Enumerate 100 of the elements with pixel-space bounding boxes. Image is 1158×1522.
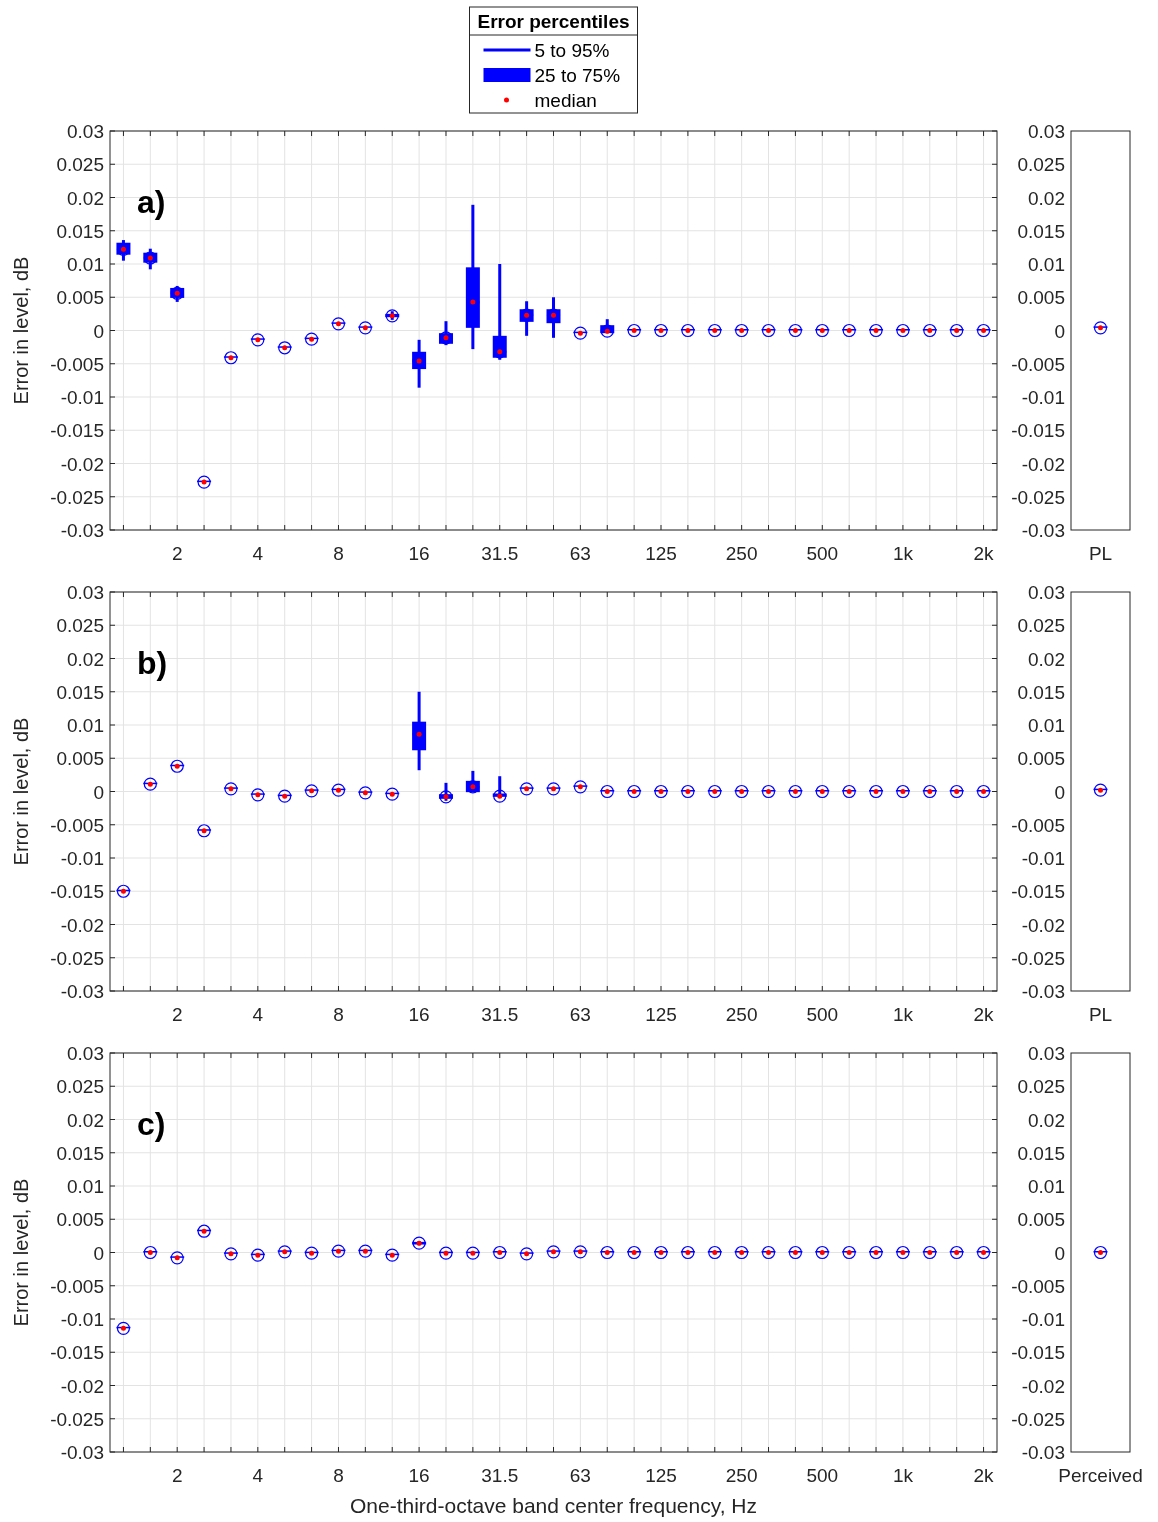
y-tick-label: -0.015 xyxy=(50,1342,104,1364)
y-tick-label: 0.025 xyxy=(1017,1076,1065,1098)
x-tick-label: 1k xyxy=(892,1465,914,1486)
y-tick-label: 0.03 xyxy=(67,1043,104,1064)
y-tick-label: -0.025 xyxy=(50,947,104,969)
x-tick-label: 8 xyxy=(333,1004,344,1025)
y-tick-label: -0.03 xyxy=(1021,1442,1065,1463)
y-tick-label: -0.02 xyxy=(60,453,104,475)
y-tick-label: -0.02 xyxy=(60,1375,104,1397)
y-tick-label: 0.03 xyxy=(1028,121,1065,142)
x-tick-label: 250 xyxy=(725,1465,758,1486)
x-tick-label: Perceived xyxy=(1058,1465,1143,1486)
y-tick-label: 0.01 xyxy=(67,254,104,275)
y-tick-label: 0.015 xyxy=(56,681,104,703)
y-tick-label: -0.02 xyxy=(60,914,104,936)
y-tick-label: -0.01 xyxy=(60,848,104,869)
y-tick-label: -0.025 xyxy=(1011,486,1065,508)
x-tick-label: 31.5 xyxy=(481,1004,519,1025)
x-tick-label: 250 xyxy=(725,1004,758,1025)
y-tick-label: -0.015 xyxy=(1011,420,1065,442)
y-tick-label: -0.005 xyxy=(1011,1275,1065,1297)
x-tick-label: 125 xyxy=(645,543,677,564)
y-tick-label: 0.03 xyxy=(1028,1043,1065,1064)
x-tick-label: 125 xyxy=(645,1004,677,1025)
y-tick-label: -0.015 xyxy=(50,881,104,903)
y-tick-label: 0.015 xyxy=(1017,681,1065,703)
y-tick-label: -0.01 xyxy=(1021,848,1065,869)
y-axis-title: Error in level, dB xyxy=(10,1178,32,1327)
y-tick-label: -0.02 xyxy=(1021,1375,1065,1397)
x-tick-label: 125 xyxy=(645,1465,677,1486)
y-tick-label: 0.03 xyxy=(1028,582,1065,603)
y-tick-label: -0.025 xyxy=(50,1408,104,1430)
y-tick-label: 0.015 xyxy=(56,1142,104,1164)
y-tick-label: 0 xyxy=(1054,320,1065,342)
y-tick-label: -0.025 xyxy=(1011,1408,1065,1430)
text: 5 to 95% xyxy=(534,40,610,61)
x-tick-label: 4 xyxy=(252,543,264,564)
legend-title: Error percentiles xyxy=(477,11,630,32)
y-tick-label: -0.03 xyxy=(1021,981,1065,1002)
y-tick-label: -0.015 xyxy=(50,420,104,442)
x-tick-label: 4 xyxy=(252,1465,264,1486)
x-tick-label: 63 xyxy=(569,1465,591,1486)
y-tick-label: 0.02 xyxy=(1028,1109,1065,1131)
text: 25 to 75% xyxy=(534,65,621,86)
y-tick-label: -0.015 xyxy=(1011,1342,1065,1364)
y-tick-label: -0.01 xyxy=(1021,387,1065,408)
x-tick-label: 63 xyxy=(569,543,591,564)
y-tick-label: 0.01 xyxy=(1028,254,1065,275)
x-tick-label: 8 xyxy=(333,1465,344,1486)
y-tick-label: -0.015 xyxy=(1011,881,1065,903)
y-tick-label: 0.02 xyxy=(67,648,104,670)
y-tick-label: -0.01 xyxy=(1021,1309,1065,1330)
y-tick-label: -0.025 xyxy=(50,486,104,508)
x-tick-label: 500 xyxy=(806,1465,839,1486)
y-tick-label: 0.03 xyxy=(67,582,104,603)
y-tick-label: 0.01 xyxy=(67,1176,104,1197)
x-tick-label: 16 xyxy=(408,543,430,564)
y-tick-label: 0.005 xyxy=(56,748,104,770)
x-tick-label: 4 xyxy=(252,1004,264,1025)
y-tick-label: -0.025 xyxy=(1011,947,1065,969)
text: a) xyxy=(137,184,166,220)
x-tick-label: 2 xyxy=(171,543,183,564)
y-tick-label: 0.03 xyxy=(67,121,104,142)
x-tick-label: 1k xyxy=(892,1004,914,1025)
y-tick-label: 0.015 xyxy=(1017,1142,1065,1164)
y-tick-label: 0.005 xyxy=(1017,287,1065,309)
text: median xyxy=(534,90,597,111)
x-tick-label: PL xyxy=(1088,543,1113,564)
x-tick-label: 16 xyxy=(408,1465,430,1486)
x-tick-label: 31.5 xyxy=(481,1465,519,1486)
y-axis-title: Error in level, dB xyxy=(10,717,32,866)
y-tick-label: 0.01 xyxy=(67,715,104,736)
y-tick-label: -0.03 xyxy=(1021,520,1065,541)
x-tick-label: 2 xyxy=(171,1004,183,1025)
y-tick-label: -0.02 xyxy=(1021,914,1065,936)
y-tick-label: 0.015 xyxy=(56,220,104,242)
y-tick-label: 0.02 xyxy=(1028,648,1065,670)
text: b) xyxy=(137,645,168,681)
y-tick-label: 0.005 xyxy=(1017,1209,1065,1231)
x-tick-label: 500 xyxy=(806,1004,839,1025)
y-tick-label: -0.03 xyxy=(60,1442,104,1463)
x-tick-label: 2k xyxy=(973,1465,995,1486)
y-tick-label: 0 xyxy=(93,320,104,342)
y-tick-label: 0.025 xyxy=(56,615,104,637)
y-tick-label: -0.005 xyxy=(1011,814,1065,836)
y-tick-label: 0.025 xyxy=(1017,154,1065,176)
x-tick-label: 31.5 xyxy=(481,543,519,564)
y-tick-label: -0.005 xyxy=(50,814,104,836)
y-tick-label: 0.025 xyxy=(56,154,104,176)
y-axis-title: Error in level, dB xyxy=(10,256,32,405)
y-tick-label: -0.01 xyxy=(60,1309,104,1330)
x-tick-label: 500 xyxy=(806,543,839,564)
y-tick-label: 0 xyxy=(93,781,104,803)
x-tick-label: 63 xyxy=(569,1004,591,1025)
x-tick-label: 16 xyxy=(408,1004,430,1025)
y-tick-label: -0.03 xyxy=(60,520,104,541)
y-tick-label: 0.01 xyxy=(1028,1176,1065,1197)
y-tick-label: 0.025 xyxy=(56,1076,104,1098)
y-tick-label: 0.02 xyxy=(67,187,104,209)
y-tick-label: -0.03 xyxy=(60,981,104,1002)
